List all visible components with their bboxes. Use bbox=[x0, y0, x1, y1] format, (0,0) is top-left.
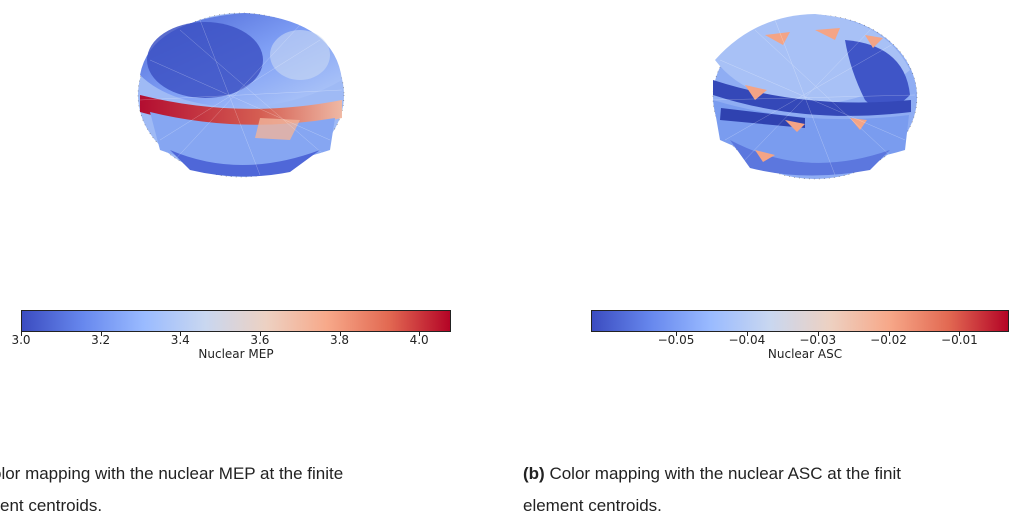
colorbar-tick-label: 3.6 bbox=[250, 333, 270, 347]
figure-caption-b: (b) Color mapping with the nuclear ASC a… bbox=[523, 458, 993, 514]
colorbar-mep: 3.0 3.2 3.4 3.6 3.8 4.0 Nuclear MEP bbox=[11, 310, 451, 370]
colorbar-tick-label: 3.2 bbox=[91, 333, 111, 347]
colorbar-tick bbox=[888, 332, 890, 336]
colorbar-tick-label: 4.0 bbox=[409, 333, 429, 347]
colorbar-tick-label: −0.04 bbox=[728, 333, 766, 347]
colorbar-tick-label: −0.05 bbox=[657, 333, 695, 347]
colorbar-tick bbox=[419, 332, 421, 336]
colorbar-tick bbox=[180, 332, 182, 336]
nucleus-mesh-mep bbox=[137, 12, 345, 178]
figure-caption-a: olor mapping with the nuclear MEP at the… bbox=[0, 458, 462, 514]
caption-text: olor mapping with the nuclear MEP at the… bbox=[0, 464, 344, 483]
caption-line2: ent centroids. bbox=[0, 496, 103, 514]
caption-label: (b) bbox=[523, 464, 545, 483]
colorbar-tick bbox=[21, 332, 22, 336]
figure-panel-b: −0.05 −0.04 −0.03 −0.02 −0.01 Nuclear ASC (b… bbox=[505, 0, 1009, 514]
colorbar-asc: −0.05 −0.04 −0.03 −0.02 −0.01 Nuclear ASC bbox=[591, 310, 1009, 370]
colorbar-tick-label: −0.03 bbox=[799, 333, 837, 347]
colorbar-tick bbox=[100, 332, 102, 336]
colorbar-gradient bbox=[591, 310, 1009, 332]
colorbar-tick bbox=[817, 332, 819, 336]
colorbar-tick bbox=[959, 332, 961, 336]
colorbar-tick bbox=[259, 332, 261, 336]
colorbar-tick bbox=[676, 332, 678, 336]
figure-panel-a: 3.0 3.2 3.4 3.6 3.8 4.0 Nuclear MEP olor mapp… bbox=[0, 0, 504, 514]
colorbar-tick bbox=[746, 332, 748, 336]
caption-text: Color mapping with the nuclear ASC at th… bbox=[549, 464, 901, 483]
colorbar-tick-label: 3.4 bbox=[170, 333, 190, 347]
colorbar-tick-label: −0.01 bbox=[941, 333, 978, 347]
colorbar-tick-label: 3.8 bbox=[329, 333, 350, 347]
colorbar-tick bbox=[339, 332, 341, 336]
colorbar-tick-label: 3.0 bbox=[11, 333, 31, 347]
colorbar-label: Nuclear ASC bbox=[767, 347, 843, 361]
caption-line2: element centroids. bbox=[523, 496, 662, 514]
colorbar-tick-label: −0.02 bbox=[870, 333, 907, 347]
nucleus-mesh-asc bbox=[712, 14, 918, 180]
colorbar-label: Nuclear MEP bbox=[198, 347, 274, 361]
colorbar-gradient bbox=[21, 310, 451, 332]
